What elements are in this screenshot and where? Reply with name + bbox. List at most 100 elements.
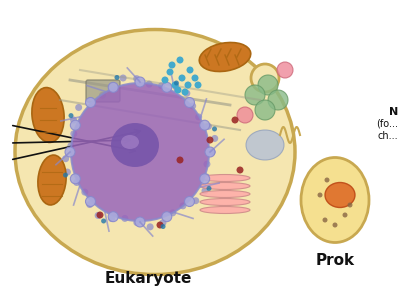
Ellipse shape [200,175,250,182]
Circle shape [200,120,210,130]
Circle shape [86,98,96,107]
Circle shape [202,187,208,194]
Circle shape [108,215,115,222]
Text: (fo...: (fo... [376,119,398,129]
Ellipse shape [246,130,284,160]
Circle shape [65,147,75,157]
Ellipse shape [38,155,66,205]
Circle shape [146,81,153,88]
Circle shape [200,174,210,184]
Circle shape [162,76,168,83]
Circle shape [183,90,190,97]
Text: Eukaryote: Eukaryote [104,271,192,286]
Circle shape [258,75,278,95]
Circle shape [108,212,118,222]
Circle shape [255,100,275,120]
Circle shape [162,212,172,222]
Circle shape [176,157,184,164]
Circle shape [99,92,106,99]
Circle shape [162,82,172,92]
Ellipse shape [200,190,250,197]
Text: ch...: ch... [377,131,398,141]
Circle shape [160,224,166,229]
Circle shape [101,218,106,224]
Circle shape [156,221,164,229]
Circle shape [192,197,199,204]
Circle shape [168,61,176,68]
Circle shape [205,123,212,130]
Circle shape [70,174,80,184]
Circle shape [169,209,176,216]
Circle shape [108,82,115,90]
Circle shape [120,74,127,82]
Circle shape [70,116,77,124]
Circle shape [192,74,198,82]
Circle shape [245,85,265,105]
Circle shape [184,82,192,88]
Circle shape [87,97,94,104]
Circle shape [277,62,293,78]
Circle shape [86,196,96,206]
Circle shape [189,103,196,110]
Circle shape [133,75,140,82]
Circle shape [208,148,216,155]
Circle shape [135,217,145,227]
Circle shape [318,193,322,197]
Ellipse shape [32,88,64,142]
Ellipse shape [111,123,159,167]
Ellipse shape [71,83,209,221]
Circle shape [236,167,244,173]
Circle shape [176,56,184,64]
Circle shape [206,136,214,143]
Ellipse shape [325,182,355,208]
Circle shape [158,82,165,89]
Circle shape [70,120,80,130]
Circle shape [324,178,330,182]
Circle shape [172,82,179,90]
Circle shape [108,82,118,92]
Circle shape [86,201,93,208]
Circle shape [184,196,194,206]
Circle shape [75,104,82,111]
Circle shape [96,212,104,218]
Circle shape [68,113,74,118]
Circle shape [70,130,77,137]
Circle shape [204,160,210,168]
Ellipse shape [301,158,369,242]
FancyBboxPatch shape [86,80,120,102]
Ellipse shape [199,43,251,71]
Circle shape [182,88,188,95]
Ellipse shape [15,29,295,274]
Circle shape [205,147,215,157]
Ellipse shape [200,182,250,190]
Circle shape [208,148,216,155]
Circle shape [332,223,338,227]
Circle shape [160,219,166,226]
Ellipse shape [251,64,279,92]
Circle shape [178,74,186,82]
Circle shape [62,155,69,162]
Circle shape [68,142,74,149]
Circle shape [268,90,288,110]
Circle shape [342,212,348,217]
Circle shape [212,126,217,131]
Circle shape [206,186,212,191]
Circle shape [95,212,102,219]
Circle shape [174,80,179,86]
Ellipse shape [200,206,250,214]
Circle shape [180,202,186,209]
Circle shape [184,98,194,107]
Circle shape [73,179,80,186]
Circle shape [211,135,218,142]
Circle shape [232,116,238,124]
Circle shape [174,86,182,94]
Ellipse shape [200,199,250,206]
Circle shape [135,77,145,87]
Circle shape [147,223,154,230]
Circle shape [64,169,71,176]
Circle shape [237,107,253,123]
Circle shape [133,219,140,226]
Text: N: N [389,107,398,117]
Circle shape [166,68,174,76]
Circle shape [172,82,178,88]
